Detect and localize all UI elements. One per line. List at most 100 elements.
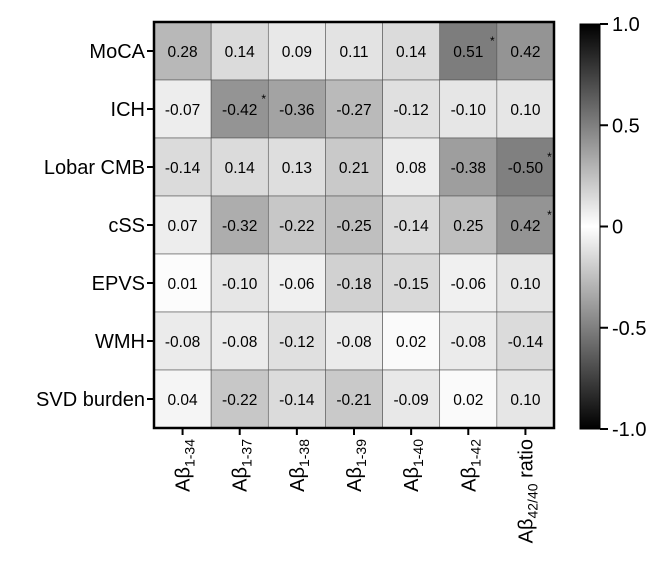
heatmap-cell xyxy=(210,311,269,371)
heatmap-cell xyxy=(382,79,441,139)
cell-value-label: 0.10 xyxy=(510,276,541,293)
cell-value-label: -0.14 xyxy=(508,334,544,351)
heatmap-cell xyxy=(267,311,326,371)
cell-value-label: 0.11 xyxy=(339,44,368,61)
heatmap-cell xyxy=(496,79,555,139)
cell-value-label: -0.22 xyxy=(222,392,257,409)
column-label: Aβ1-38 xyxy=(287,439,312,492)
colorbar xyxy=(579,23,601,430)
column-label: Aβ1-39 xyxy=(344,439,369,492)
column-label-subscript: 1-39 xyxy=(353,439,369,467)
cell-value-label: -0.32 xyxy=(222,218,257,235)
cell-value-label: 0.13 xyxy=(282,160,312,177)
heatmap-cell xyxy=(153,21,212,81)
cell-value-label: 0.02 xyxy=(396,334,426,351)
significance-asterisk: * xyxy=(547,208,552,222)
heatmap-cell xyxy=(382,21,441,81)
cell-value-label: -0.08 xyxy=(336,334,371,351)
cell-value-label: 0.14 xyxy=(396,44,427,61)
column-labels: Aβ1-34Aβ1-37Aβ1-38Aβ1-39Aβ1-40Aβ1-42Aβ42… xyxy=(173,428,540,543)
cell-value-label: -0.12 xyxy=(279,334,314,351)
cell-value-label: 0.14 xyxy=(225,44,256,61)
heatmap-cell xyxy=(267,369,326,429)
cell-value-label: 0.21 xyxy=(339,160,369,177)
row-label: WMH xyxy=(95,331,145,353)
column-label-subscript: 42/40 xyxy=(524,483,540,518)
column-label-subscript: 1-38 xyxy=(296,439,312,467)
significance-asterisk: * xyxy=(261,92,266,106)
column-label-main: Aβ xyxy=(515,519,537,544)
heatmap-cells xyxy=(153,21,555,429)
cell-value-label: -0.10 xyxy=(451,102,487,119)
column-label: Aβ1-37 xyxy=(230,439,255,492)
heatmap-cell xyxy=(439,195,498,255)
colorbar-tick-label: 1.0 xyxy=(612,14,640,36)
colorbar-tick-label: 0 xyxy=(612,217,623,239)
cell-value-label: -0.14 xyxy=(279,392,315,409)
cell-value-label: 0.09 xyxy=(282,44,312,61)
heatmap-cell xyxy=(382,137,441,197)
cell-value-label: 0.10 xyxy=(510,102,541,119)
heatmap-cell xyxy=(153,253,212,313)
cell-value-label: -0.09 xyxy=(393,392,428,409)
heatmap-cell xyxy=(382,311,441,371)
column-label-main: Aβ xyxy=(287,467,309,492)
column-label-main: Aβ xyxy=(401,467,423,492)
row-label: EPVS xyxy=(92,273,145,295)
cell-value-label: -0.42 xyxy=(222,102,257,119)
column-label: Aβ42/40 ratio xyxy=(515,439,540,543)
cell-value-label: 0.51 xyxy=(453,44,483,61)
heatmap-cell xyxy=(496,253,555,313)
colorbar-tick-label: 0.5 xyxy=(612,115,640,137)
cell-value-label: -0.10 xyxy=(222,276,258,293)
heatmap-cell xyxy=(267,79,326,139)
column-label-subscript: 1-37 xyxy=(239,439,255,467)
row-label: SVD burden xyxy=(36,389,145,411)
row-label: cSS xyxy=(108,215,145,237)
heatmap-cell xyxy=(325,195,383,255)
cell-value-label: -0.14 xyxy=(165,160,201,177)
row-labels: MoCA ICH Lobar CMB cSS EPVS WMH SVD burden xyxy=(36,41,154,411)
significance-asterisk: * xyxy=(547,150,552,164)
colorbar-tick-label: -0.5 xyxy=(612,318,646,340)
significance-asterisk: * xyxy=(490,34,495,48)
heatmap-cell xyxy=(325,21,383,81)
column-label: Aβ1-40 xyxy=(401,439,426,492)
cell-value-label: 0.42 xyxy=(510,44,540,61)
cell-value-label: -0.06 xyxy=(451,276,486,293)
row-label: MoCA xyxy=(89,41,145,63)
cell-value-label: 0.04 xyxy=(167,392,198,409)
column-label-main: Aβ xyxy=(344,467,366,492)
heatmap-cell xyxy=(496,137,555,197)
cell-value-label: 0.14 xyxy=(225,160,256,177)
cell-value-label: -0.06 xyxy=(279,276,314,293)
heatmap-cell xyxy=(439,137,498,197)
heatmap-cell xyxy=(153,311,212,371)
cell-value-label: -0.18 xyxy=(336,276,371,293)
cell-value-label: 0.10 xyxy=(510,392,541,409)
cell-value-label: -0.08 xyxy=(451,334,486,351)
heatmap-cell xyxy=(382,369,441,429)
heatmap-cell xyxy=(439,79,498,139)
column-label-main: Aβ xyxy=(458,467,480,492)
heatmap-cell xyxy=(267,253,326,313)
heatmap-cell xyxy=(153,369,212,429)
cell-value-label: -0.12 xyxy=(393,102,428,119)
heatmap-value-labels: 0.28 0.14 0.09 0.11 0.14 0.51 * 0.42 -0.07 -0.42 *… xyxy=(165,34,552,409)
heatmap-cell xyxy=(210,137,269,197)
cell-value-label: 0.42 xyxy=(510,218,540,235)
column-label-main: Aβ xyxy=(230,467,252,492)
cell-value-label: 0.07 xyxy=(167,218,197,235)
heatmap-cell xyxy=(496,195,555,255)
cell-value-label: 0.25 xyxy=(453,218,483,235)
heatmap-cell xyxy=(325,311,383,371)
column-label-subscript: 1-34 xyxy=(182,439,198,467)
heatmap-cell xyxy=(496,369,555,429)
cell-value-label: -0.08 xyxy=(165,334,200,351)
cell-value-label: -0.50 xyxy=(508,160,544,177)
cell-value-label: -0.27 xyxy=(336,102,371,119)
cell-value-label: -0.25 xyxy=(336,218,371,235)
heatmap-cell xyxy=(496,311,555,371)
cell-value-label: 0.08 xyxy=(396,160,426,177)
